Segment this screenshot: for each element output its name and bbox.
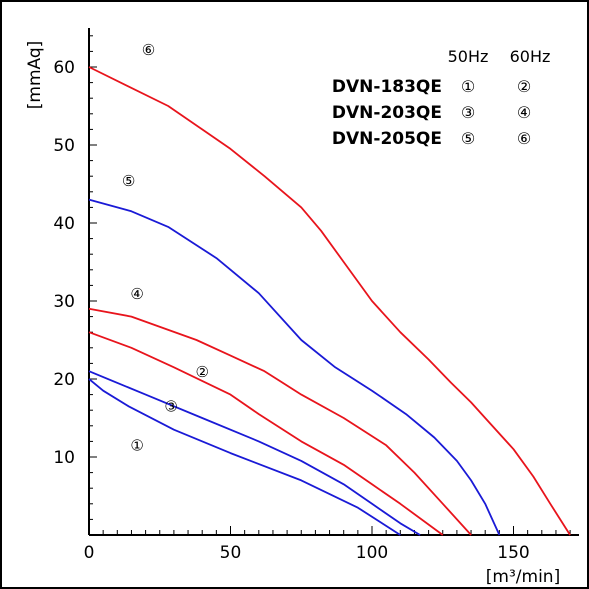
y-axis-label: [mmAq] — [25, 41, 45, 110]
legend-mark-3-50hz: ⑤ — [461, 129, 475, 148]
y-tick-label: 40 — [53, 214, 75, 234]
legend-mark-1-50hz: ① — [461, 77, 475, 96]
legend-mark-1-60hz: ② — [517, 77, 531, 96]
curve-2 — [88, 331, 444, 536]
legend-mark-3-60hz: ⑥ — [517, 129, 531, 148]
legend-mark-2-60hz: ④ — [517, 103, 531, 122]
tick-labels: 10 20 30 40 50 60 0 50 100 150 — [53, 58, 529, 563]
x-tick-label: 100 — [356, 543, 388, 563]
curve-label-2: ② — [195, 363, 208, 381]
x-tick-label: 50 — [220, 543, 242, 563]
y-tick-label: 50 — [53, 136, 75, 156]
x-tick-label: 150 — [497, 543, 529, 563]
curve-5 — [88, 198, 501, 536]
curve-4 — [88, 307, 472, 536]
curve-label-6: ⑥ — [142, 41, 155, 59]
curve-label-5: ⑤ — [122, 172, 135, 190]
curve-label-3: ③ — [164, 398, 177, 416]
legend: 50Hz 60Hz DVN-183QE ① ② DVN-203QE ③ ④ DV… — [332, 47, 551, 149]
x-axis-label: [m³/min] — [486, 567, 560, 587]
legend-model-2: DVN-203QE — [332, 103, 442, 123]
legend-model-3: DVN-205QE — [332, 129, 442, 149]
x-tick-label: 0 — [84, 543, 95, 563]
curve-label-4: ④ — [130, 285, 143, 303]
curve-1 — [88, 378, 401, 536]
curves — [88, 66, 571, 536]
legend-header-60hz: 60Hz — [510, 47, 551, 66]
y-tick-label: 20 — [53, 370, 75, 390]
y-tick-label: 10 — [53, 448, 75, 468]
curve-labels: ① ②③ ④ ⑤ ⑥ — [122, 41, 209, 454]
axes — [88, 28, 579, 536]
axis-ticks — [89, 35, 571, 535]
curve-3 — [88, 370, 421, 536]
legend-mark-2-50hz: ③ — [461, 103, 475, 122]
y-tick-label: 30 — [53, 292, 75, 312]
legend-model-1: DVN-183QE — [332, 77, 442, 97]
curve-label-1: ① — [130, 437, 143, 455]
legend-header-50hz: 50Hz — [448, 47, 489, 66]
curve-6 — [88, 66, 571, 536]
y-tick-label: 60 — [53, 58, 75, 78]
